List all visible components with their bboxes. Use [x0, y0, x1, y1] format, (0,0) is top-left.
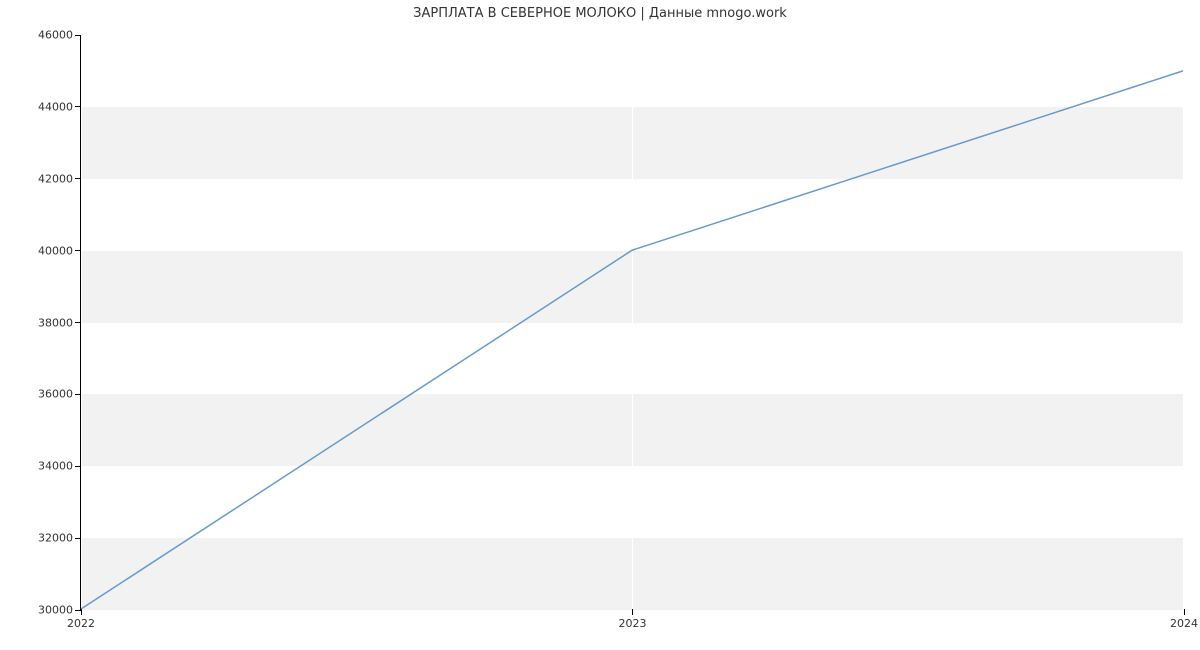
y-tick-label: 34000: [38, 460, 73, 473]
x-tick-label: 2022: [67, 617, 95, 630]
y-tick-label: 40000: [38, 244, 73, 257]
x-gridline: [1184, 35, 1185, 609]
chart-container: ЗАРПЛАТА В СЕВЕРНОЕ МОЛОКО | Данные mnog…: [0, 0, 1200, 650]
x-tick-mark: [632, 609, 633, 615]
plot-area: 3000032000340003600038000400004200044000…: [80, 35, 1183, 610]
chart-title: ЗАРПЛАТА В СЕВЕРНОЕ МОЛОКО | Данные mnog…: [0, 6, 1200, 21]
x-tick-label: 2024: [1170, 617, 1198, 630]
x-tick-label: 2023: [619, 617, 647, 630]
line-layer: [81, 35, 1183, 609]
y-tick-label: 30000: [38, 604, 73, 617]
y-tick-label: 38000: [38, 316, 73, 329]
y-tick-label: 42000: [38, 172, 73, 185]
series-salary: [81, 71, 1183, 609]
y-tick-label: 36000: [38, 388, 73, 401]
y-tick-label: 46000: [38, 29, 73, 42]
x-tick-mark: [81, 609, 82, 615]
y-tick-label: 44000: [38, 100, 73, 113]
x-tick-mark: [1184, 609, 1185, 615]
y-tick-label: 32000: [38, 532, 73, 545]
